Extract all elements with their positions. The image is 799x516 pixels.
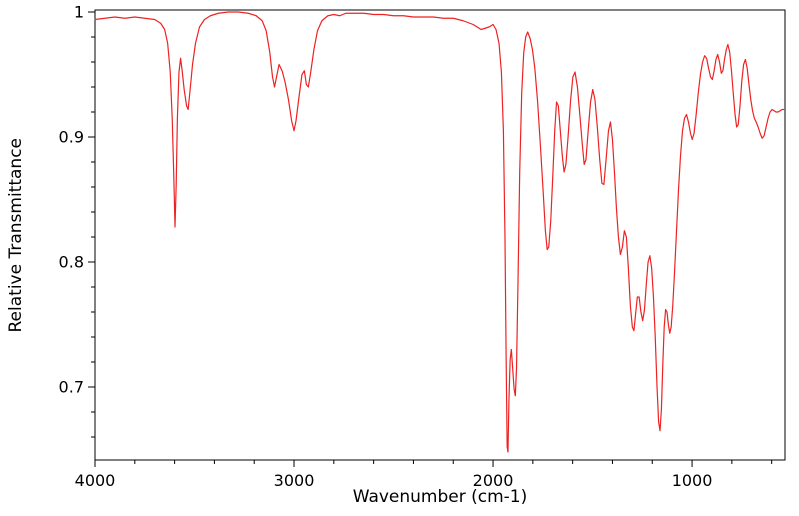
y-tick-label: 0.9 — [59, 128, 84, 147]
y-axis-label-wrap: Relative Transmittance — [4, 10, 28, 460]
axis-frame — [94, 9, 786, 461]
y-tick-label: 1 — [74, 3, 84, 22]
spectrum-line — [94, 11, 785, 453]
y-tick-label: 0.7 — [59, 378, 84, 397]
y-tick-label: 0.8 — [59, 253, 84, 272]
x-axis-label: Wavenumber (cm-1) — [352, 487, 528, 507]
y-axis-label: Relative Transmittance — [6, 137, 26, 333]
x-tick-label: 3000 — [274, 471, 315, 490]
x-tick-label: 1000 — [672, 471, 713, 490]
x-tick-label: 4000 — [75, 471, 116, 490]
x-tick-label: 2000 — [473, 471, 514, 490]
